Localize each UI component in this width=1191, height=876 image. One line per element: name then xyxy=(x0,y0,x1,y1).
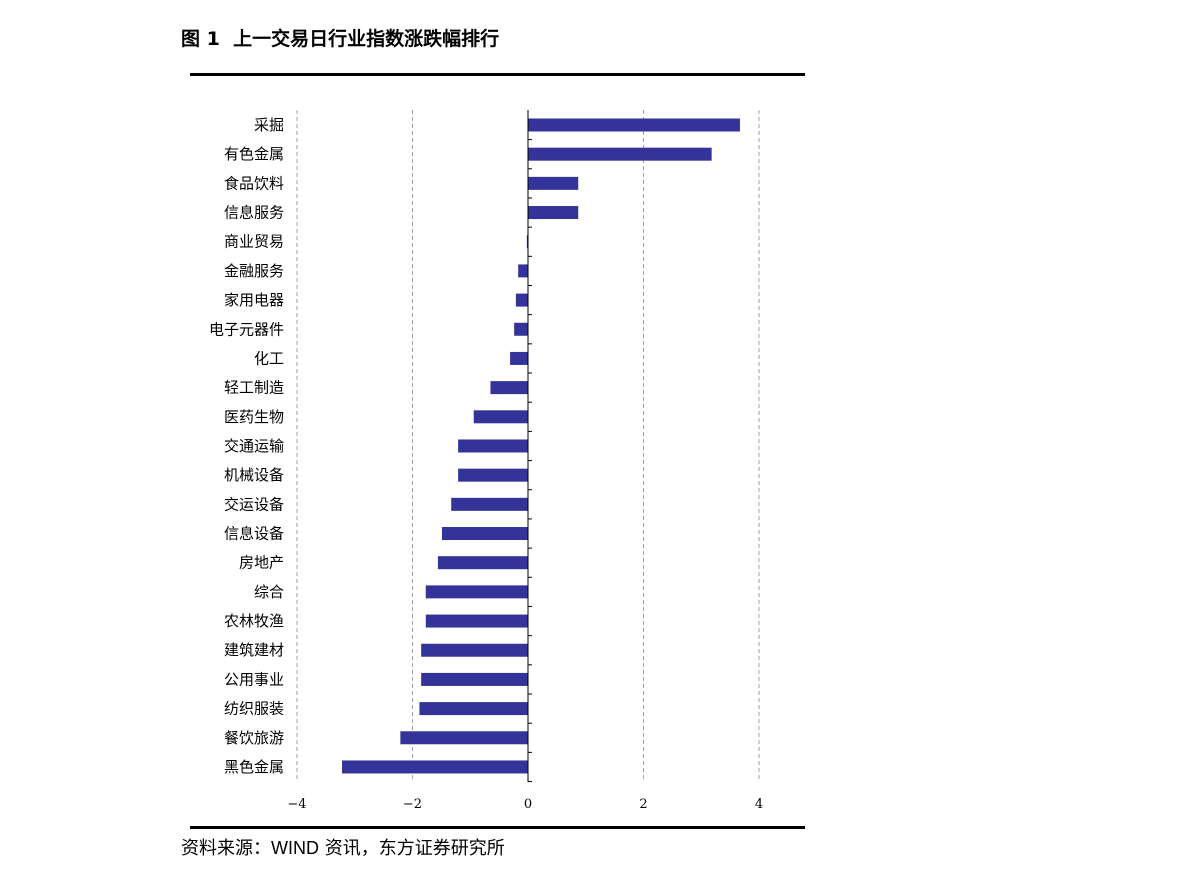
category-label: 电子元器件 xyxy=(209,320,284,338)
bar xyxy=(437,556,528,570)
bar xyxy=(421,643,528,657)
figure-title: 图 1 上一交易日行业指数涨跌幅排行 xyxy=(181,24,499,51)
top-rule xyxy=(190,73,805,76)
figure-title-text: 上一交易日行业指数涨跌幅排行 xyxy=(233,28,500,50)
category-label: 纺织服装 xyxy=(224,700,284,718)
bar xyxy=(342,760,528,774)
bar xyxy=(425,585,528,599)
category-label: 家用电器 xyxy=(224,291,284,309)
category-label: 信息设备 xyxy=(224,525,284,543)
bar xyxy=(473,410,528,424)
bar xyxy=(518,264,528,278)
bar xyxy=(510,351,528,365)
bar xyxy=(528,147,712,161)
source-brand: WIND xyxy=(271,838,319,858)
category-label: 建筑建材 xyxy=(224,641,284,659)
bar xyxy=(526,235,528,249)
category-label: 金融服务 xyxy=(224,262,284,280)
bar xyxy=(441,527,528,541)
x-tick-label: −4 xyxy=(287,797,306,812)
category-label: 化工 xyxy=(254,349,284,367)
category-label: 交通运输 xyxy=(224,437,284,455)
x-tick-label: 0 xyxy=(524,797,532,812)
bar xyxy=(458,468,528,482)
category-label: 综合 xyxy=(254,583,284,601)
category-label: 信息服务 xyxy=(224,204,284,222)
bar xyxy=(528,118,740,132)
bar xyxy=(528,176,579,190)
category-label: 公用事业 xyxy=(224,670,284,688)
bar xyxy=(425,614,528,628)
category-label: 轻工制造 xyxy=(224,379,284,397)
x-tick-label: 4 xyxy=(755,797,763,812)
category-label: 医药生物 xyxy=(224,408,284,426)
category-label: 采掘 xyxy=(254,116,284,134)
bar xyxy=(421,672,528,686)
category-label: 餐饮旅游 xyxy=(224,729,284,747)
bar xyxy=(514,322,528,336)
source-note: 资料来源：WIND 资讯，东方证券研究所 xyxy=(181,834,505,860)
source-suffix: 资讯，东方证券研究所 xyxy=(319,838,505,859)
bar xyxy=(419,702,528,716)
category-label: 农林牧渔 xyxy=(224,612,284,630)
bar xyxy=(451,497,528,511)
x-tick-label: 2 xyxy=(639,797,647,812)
figure-label: 图 1 xyxy=(181,28,220,50)
category-label: 机械设备 xyxy=(224,466,284,484)
category-label: 有色金属 xyxy=(224,145,284,163)
bottom-rule xyxy=(190,826,805,829)
bar xyxy=(515,293,528,307)
bar xyxy=(490,381,528,395)
bar xyxy=(528,206,579,220)
x-tick-label: −2 xyxy=(403,797,422,812)
bar xyxy=(400,731,528,745)
category-label: 商业贸易 xyxy=(224,233,284,251)
bar xyxy=(458,439,528,453)
category-label: 交运设备 xyxy=(224,495,284,513)
category-label: 食品饮料 xyxy=(224,174,284,192)
source-prefix: 资料来源： xyxy=(181,838,271,859)
category-label: 黑色金属 xyxy=(224,758,284,776)
category-label: 房地产 xyxy=(239,554,284,572)
